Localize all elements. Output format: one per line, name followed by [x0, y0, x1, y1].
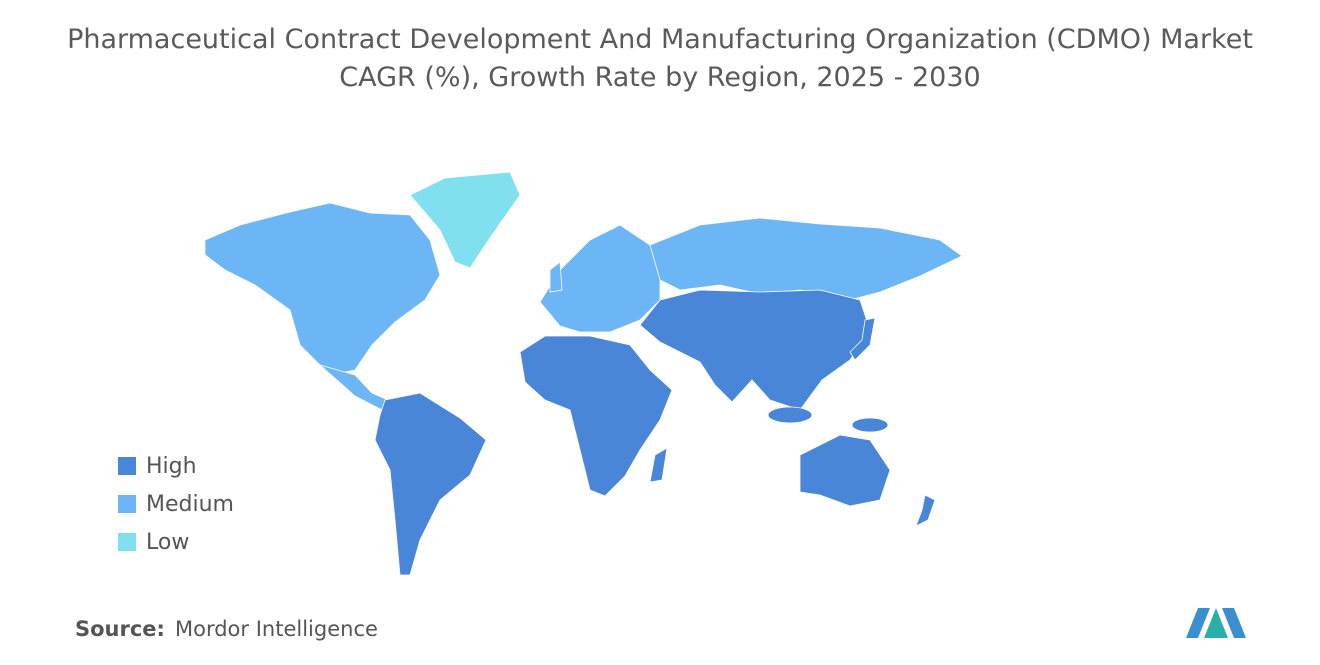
new-zealand	[915, 494, 936, 527]
logo	[1186, 608, 1246, 638]
source-text: Mordor Intelligence	[175, 617, 378, 641]
madagascar	[649, 447, 668, 483]
legend-label: High	[146, 454, 197, 479]
australia	[799, 434, 891, 507]
russia	[649, 217, 963, 301]
uk	[549, 261, 563, 293]
world-map	[204, 171, 963, 576]
legend: High Medium Low	[118, 454, 234, 555]
north-america	[204, 202, 441, 376]
legend-swatch	[118, 533, 136, 551]
title-line: Pharmaceutical Contract Development And …	[67, 24, 1253, 55]
central-america	[319, 364, 389, 411]
legend-label: Low	[146, 530, 189, 555]
legend-swatch	[118, 495, 136, 513]
source-label: Source:	[75, 617, 165, 641]
new-guinea	[851, 417, 889, 433]
title-line: CAGR (%), Growth Rate by Region, 2025 - …	[339, 62, 980, 93]
indonesia	[767, 406, 813, 424]
south-america	[374, 392, 487, 576]
africa	[519, 335, 673, 497]
legend-swatch	[118, 457, 136, 475]
legend-label: Medium	[146, 492, 234, 517]
japan	[849, 317, 876, 361]
asia	[639, 289, 871, 411]
greenland	[409, 171, 521, 269]
europe	[539, 224, 661, 333]
